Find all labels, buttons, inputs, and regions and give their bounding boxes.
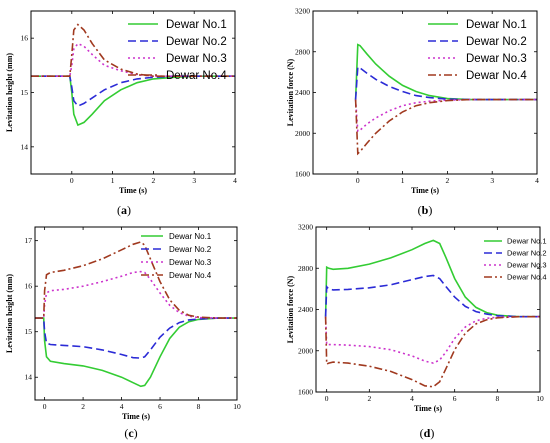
series-line-1 (35, 317, 237, 388)
x-tick-label: 2 (367, 394, 371, 403)
y-tick-label: 2000 (295, 129, 310, 138)
legend: Dewar No.1 Dewar No.2 Dewar No.3 Dewar No.4 (141, 232, 212, 280)
x-tick-label: 0 (70, 176, 74, 185)
x-tick-label: 4 (410, 394, 414, 403)
series-line-4 (31, 23, 235, 77)
x-axis-label: Time (s) (414, 404, 442, 413)
legend-entry: Dewar No.4 (169, 271, 212, 280)
y-axis-label: Levitation height (mm) (5, 274, 14, 353)
y-tick-label: 17 (25, 236, 33, 245)
legend: Dewar No.1 Dewar No.2 Dewar No.3 Dewar No.4 (128, 19, 227, 82)
panel-caption: (b) (418, 203, 433, 217)
y-tick-label: 14 (21, 142, 29, 151)
x-tick-label: 8 (495, 394, 499, 403)
legend-entry: Dewar No.2 (466, 36, 527, 48)
y-tick-label: 2000 (298, 346, 313, 355)
x-tick-label: 0 (325, 394, 329, 403)
x-tick-label: 8 (197, 402, 201, 411)
legend-entry: Dewar No.3 (466, 53, 527, 65)
series-line-2 (324, 274, 540, 318)
x-tick-label: 0 (43, 402, 47, 411)
series-line-3 (324, 315, 540, 364)
legend-entry: Dewar No.4 (166, 70, 227, 82)
x-tick-label: 2 (81, 402, 85, 411)
series-line-2 (35, 317, 237, 359)
x-tick-label: 3 (192, 176, 196, 185)
x-tick-label: 3 (490, 176, 494, 185)
legend-entry: Dewar No.2 (507, 249, 547, 258)
y-tick-label: 2800 (295, 47, 310, 56)
legend-entry: Dewar No.1 (169, 232, 212, 241)
x-tick-label: 6 (158, 402, 162, 411)
panel-d: 0 2 4 6 8 10 1600 2000 2400 2800 3200 Time (s) Levit… (286, 223, 547, 441)
y-tick-label: 2400 (298, 305, 313, 314)
legend-entry: Dewar No.2 (169, 245, 212, 254)
y-axis-label: Levitation height (mm) (5, 53, 14, 132)
series-line-3 (31, 42, 235, 77)
y-tick-label: 15 (21, 88, 29, 97)
series-line-1 (31, 75, 235, 127)
plot-frame (34, 226, 238, 401)
legend-entry: Dewar No.2 (166, 36, 227, 48)
x-tick-label: 2 (152, 176, 156, 185)
y-tick-label: 1600 (298, 388, 313, 397)
y-tick-label: 1600 (295, 170, 310, 179)
x-tick-label: 1 (111, 176, 115, 185)
x-tick-label: 0 (356, 176, 360, 185)
legend-entry: Dewar No.3 (507, 261, 547, 270)
x-tick-label: 4 (535, 176, 539, 185)
y-tick-label: 16 (21, 34, 29, 43)
series-line-2 (354, 65, 537, 101)
series-line-4 (35, 241, 237, 319)
series-line-3 (354, 98, 537, 133)
x-tick-label: 10 (536, 394, 544, 403)
series-line-4 (324, 315, 540, 388)
y-tick-label: 15 (25, 327, 33, 336)
legend-entry: Dewar No.4 (466, 70, 527, 82)
legend-entry: Dewar No.4 (507, 273, 547, 282)
x-axis-label: Time (s) (122, 412, 150, 421)
panel-caption: (d) (420, 426, 435, 440)
series-line-4 (354, 98, 537, 156)
y-tick-label: 3200 (295, 7, 310, 16)
legend-entry: Dewar No.3 (169, 258, 212, 267)
y-tick-label: 16 (25, 282, 33, 291)
y-tick-label: 3200 (298, 223, 313, 232)
y-axis-label: Levitation force (N) (286, 275, 295, 343)
panel-caption: (a) (117, 203, 131, 217)
x-tick-label: 10 (233, 402, 241, 411)
legend-entry: Dewar No.1 (466, 19, 527, 31)
x-tick-label: 6 (453, 394, 457, 403)
series-line-1 (324, 239, 540, 318)
y-tick-label: 14 (25, 373, 33, 382)
x-tick-label: 4 (120, 402, 124, 411)
panel-c: 0 2 4 6 8 10 14 15 16 17 Time (s) Levitation height… (5, 226, 241, 440)
legend-entry: Dewar No.1 (166, 19, 227, 31)
legend: Dewar No.1 Dewar No.2 Dewar No.3 Dewar No.4 (484, 237, 547, 282)
x-tick-label: 1 (401, 176, 405, 185)
legend: Dewar No.1 Dewar No.2 Dewar No.3 Dewar No.4 (428, 19, 527, 82)
x-tick-label: 2 (446, 176, 450, 185)
legend-entry: Dewar No.1 (507, 237, 547, 246)
panel-b: 0 1 2 3 4 1600 2000 2400 2800 3200 Time (s) Levitat… (286, 7, 539, 218)
x-axis-label: Time (s) (411, 186, 439, 195)
x-axis-label: Time (s) (119, 186, 147, 195)
panel-caption: (c) (124, 426, 137, 440)
y-axis-label: Levitation force (N) (286, 58, 295, 126)
y-tick-label: 2400 (295, 88, 310, 97)
panel-a: 0 1 2 3 4 14 15 16 Time (s) Levitation height (mm… (5, 10, 237, 217)
x-tick-label: 4 (233, 176, 237, 185)
legend-entry: Dewar No.3 (166, 53, 227, 65)
y-tick-label: 2800 (298, 264, 313, 273)
